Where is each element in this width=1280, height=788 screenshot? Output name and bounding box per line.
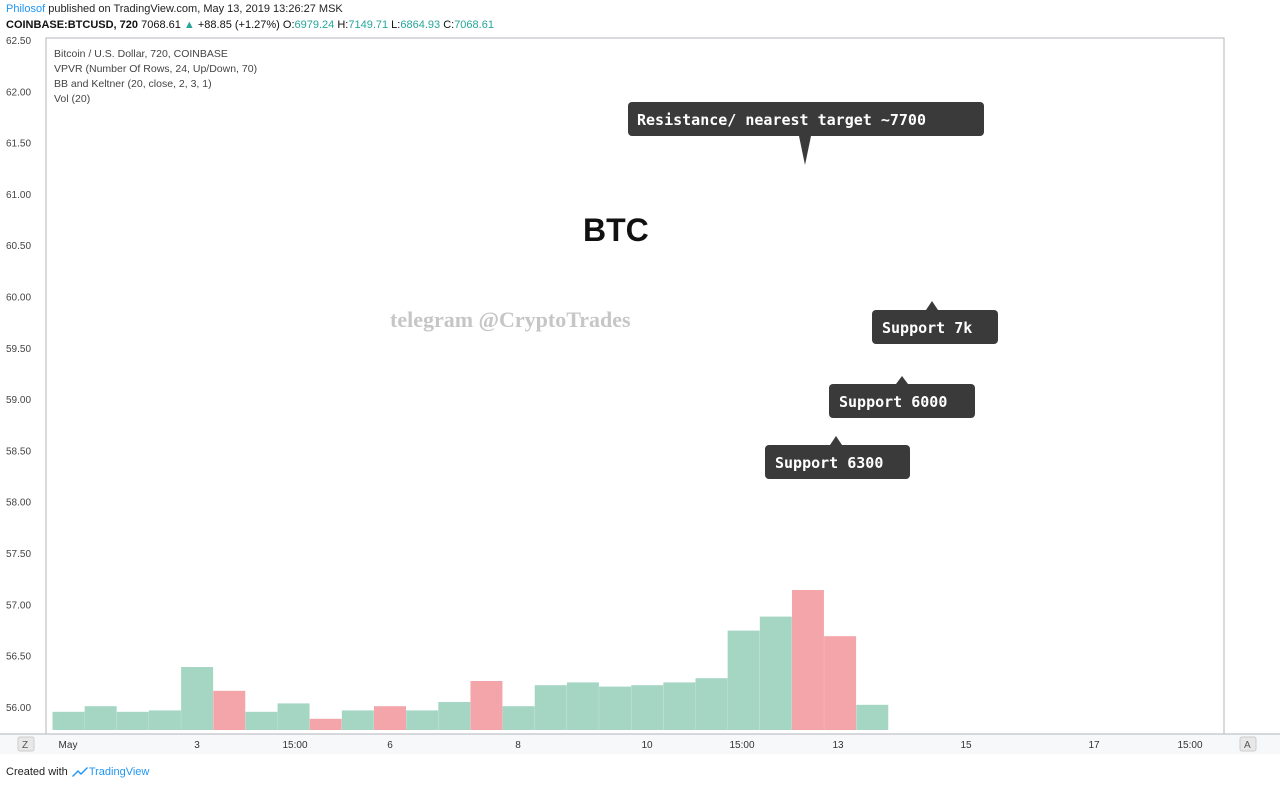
low-value: 6864.93 [400,19,441,31]
auto-scale-button-label: A [1244,740,1251,751]
close-value: 7068.61 [454,19,494,31]
high-label: H: [337,19,349,31]
last-price: 7068.61 [141,19,181,31]
left-axis-tick: 62.50 [6,36,31,47]
volume-bar [727,630,760,730]
publish-info: published on TradingView.com, May 13, 20… [48,3,343,15]
tradingview-logo-icon [71,767,88,778]
volume-bar [181,667,214,730]
x-axis-tick: 15:00 [282,740,307,751]
left-axis-tick: 61.00 [6,190,31,201]
zoom-button[interactable] [17,736,35,752]
open-value: 6979.24 [294,19,335,31]
volume-bar [534,685,567,730]
low-label: L: [391,19,401,31]
author-link[interactable]: Philosof [6,3,46,15]
volume-bar [116,711,149,730]
volume-bar [791,590,824,730]
x-axis-tick: 10 [641,740,653,751]
legend-line: Vol (20) [54,93,90,105]
symbol-label: COINBASE:BTCUSD, 720 [6,19,139,31]
volume-bar [566,682,599,730]
up-arrow-icon: ▲ [183,19,195,31]
volume-bar [470,681,503,730]
close-label: C: [443,19,455,31]
volume-bar [52,711,85,730]
left-axis-tick: 60.00 [6,293,31,304]
x-axis-bar [0,734,1280,754]
callout-box [765,445,910,479]
volume-bar [277,703,310,730]
callout-pointer [896,376,908,384]
callout-pointer [830,436,842,445]
change-value: +88.85 (+1.27%) [197,19,280,31]
volume-bar [856,704,889,730]
volume-bar [438,702,471,730]
chart-title: BTC [583,212,649,248]
left-axis-tick: 58.00 [6,498,31,509]
left-axis-tick: 57.00 [6,600,31,611]
callout-text: Support 6000 [839,393,947,411]
x-axis-tick: 15:00 [1177,740,1202,751]
callout-box [829,384,975,418]
x-axis-tick: 8 [515,740,521,751]
volume-bar [759,616,792,730]
footer: Created with TradingView [6,766,149,778]
x-axis-tick: 6 [387,740,393,751]
publish-line: Philosof published on TradingView.com, M… [6,3,343,15]
left-axis-tick: 62.00 [6,87,31,98]
auto-scale-button[interactable] [1239,736,1257,752]
volume-series [52,590,889,730]
volume-bar [406,710,439,730]
volume-bar [631,685,664,730]
volume-bar [245,711,278,730]
callout-box [872,310,998,344]
left-axis-tick: 59.50 [6,344,31,355]
callout-text: Support 7k [882,319,972,337]
volume-bar [502,706,535,730]
open-label: O: [282,19,295,31]
left-axis-tick: 60.50 [6,241,31,252]
legend-line: Bitcoin / U.S. Dollar, 720, COINBASE [54,48,228,60]
callout-pointer [799,136,811,165]
high-value: 7149.71 [348,19,389,31]
callout-text: Resistance/ nearest target ~7700 [637,111,926,129]
price-chart[interactable]: 62.50 62.00 61.50 61.00 60.50 60.00 59.50 59.00… [0,34,1280,758]
volume-bar [599,686,632,730]
legend-line: VPVR (Number Of Rows, 24, Up/Down, 70) [54,63,257,75]
volume-bar [695,678,728,730]
legend-line: BB and Keltner (20, close, 2, 3, 1) [54,78,212,90]
tradingview-link[interactable]: TradingView [88,766,150,778]
volume-bar [213,690,246,730]
volume-bar [374,706,406,730]
volume-bar [824,636,857,730]
x-axis-tick: May [59,740,78,751]
callout-pointer [926,301,938,310]
ohlc-line: COINBASE:BTCUSD, 720 7068.61 ▲ +88.85 (+… [6,19,494,31]
x-axis-tick: 13 [832,740,844,751]
x-axis-tick: 3 [194,740,200,751]
callout-text: Support 6300 [775,454,883,472]
volume-bar [84,706,117,730]
created-with-label: Created with [6,766,68,778]
left-axis-tick: 59.00 [6,395,31,406]
x-axis-tick: 15 [960,740,972,751]
left-axis-tick: 56.00 [6,703,31,714]
plot-area [45,37,1225,735]
volume-bar [309,718,342,730]
left-axis-tick: 58.50 [6,446,31,457]
x-axis-tick: 15:00 [729,740,754,751]
left-axis-tick: 57.50 [6,549,31,560]
left-axis-tick: 61.50 [6,139,31,150]
volume-bar [148,710,181,730]
volume-bar [341,710,374,730]
watermark-text: telegram @CryptoTrades [390,307,631,332]
volume-bar [663,682,696,730]
left-axis-tick: 56.50 [6,652,31,663]
zoom-button-label: Z [22,740,28,751]
x-axis-tick: 17 [1088,740,1100,751]
callout-box [628,102,984,136]
